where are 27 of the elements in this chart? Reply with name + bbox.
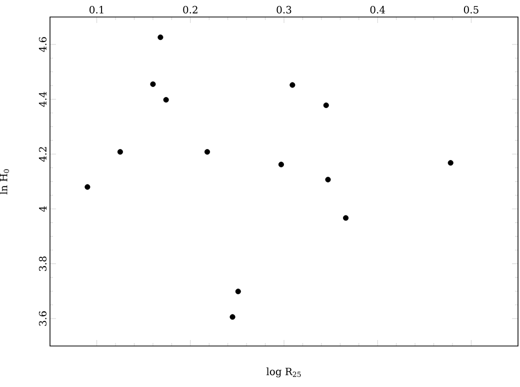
- point: [230, 314, 236, 320]
- y-tick-label: 3.8: [38, 256, 46, 271]
- point: [158, 34, 164, 40]
- point: [323, 102, 329, 108]
- x-tick-label: 0.4: [370, 6, 386, 14]
- point: [117, 149, 123, 155]
- y-tick-label: 4.4: [38, 92, 46, 107]
- x-tick-label: 0.3: [276, 6, 292, 14]
- y-tick-label: 3.6: [38, 311, 46, 326]
- point: [448, 160, 454, 166]
- point: [150, 81, 156, 87]
- y-tick-label: 4.6: [38, 37, 46, 52]
- point: [204, 149, 210, 155]
- y-tick-label: 4: [39, 206, 46, 212]
- point: [163, 97, 169, 103]
- x-tick-label: 0.1: [90, 6, 104, 14]
- point: [290, 82, 296, 88]
- y-tick-label: 4.2: [38, 147, 46, 162]
- x-tick-label: 0.2: [183, 6, 198, 14]
- point: [84, 184, 90, 190]
- y-axis-title: ln H$_{0}$: [0, 169, 10, 194]
- point: [325, 176, 331, 182]
- point: [235, 288, 241, 294]
- x-tick-label: 0.5: [464, 6, 478, 14]
- x-axis-title: log R$_{25}$: [266, 368, 301, 378]
- point: [278, 162, 284, 168]
- point: [342, 215, 349, 221]
